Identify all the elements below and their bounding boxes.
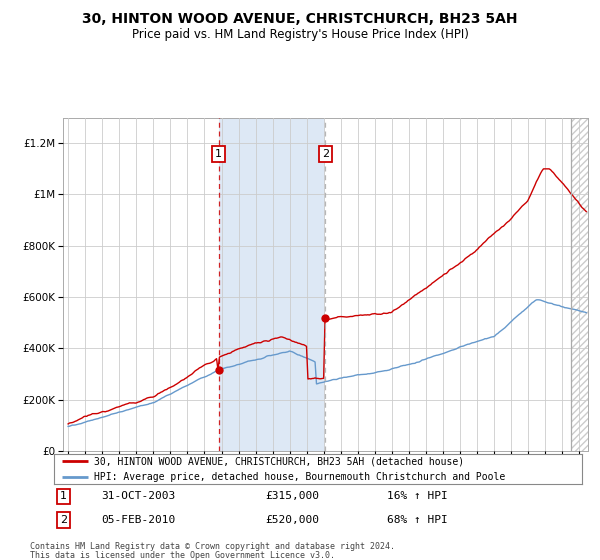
Text: 1: 1 [215,150,222,159]
Text: 2: 2 [60,515,67,525]
Text: 05-FEB-2010: 05-FEB-2010 [101,515,176,525]
Text: 68% ↑ HPI: 68% ↑ HPI [386,515,448,525]
Text: 2: 2 [322,150,329,159]
Bar [571,118,596,451]
Text: 30, HINTON WOOD AVENUE, CHRISTCHURCH, BH23 5AH (detached house): 30, HINTON WOOD AVENUE, CHRISTCHURCH, BH… [94,456,464,466]
Text: 31-OCT-2003: 31-OCT-2003 [101,492,176,501]
Text: Contains HM Land Registry data © Crown copyright and database right 2024.: Contains HM Land Registry data © Crown c… [30,542,395,550]
Text: 30, HINTON WOOD AVENUE, CHRISTCHURCH, BH23 5AH: 30, HINTON WOOD AVENUE, CHRISTCHURCH, BH… [82,12,518,26]
Bar [218,118,325,451]
Text: £315,000: £315,000 [265,492,319,501]
Text: 1: 1 [60,492,67,501]
Text: This data is licensed under the Open Government Licence v3.0.: This data is licensed under the Open Gov… [30,551,335,560]
Text: Price paid vs. HM Land Registry's House Price Index (HPI): Price paid vs. HM Land Registry's House … [131,28,469,41]
Text: 16% ↑ HPI: 16% ↑ HPI [386,492,448,501]
Text: HPI: Average price, detached house, Bournemouth Christchurch and Poole: HPI: Average price, detached house, Bour… [94,472,505,482]
Text: £520,000: £520,000 [265,515,319,525]
